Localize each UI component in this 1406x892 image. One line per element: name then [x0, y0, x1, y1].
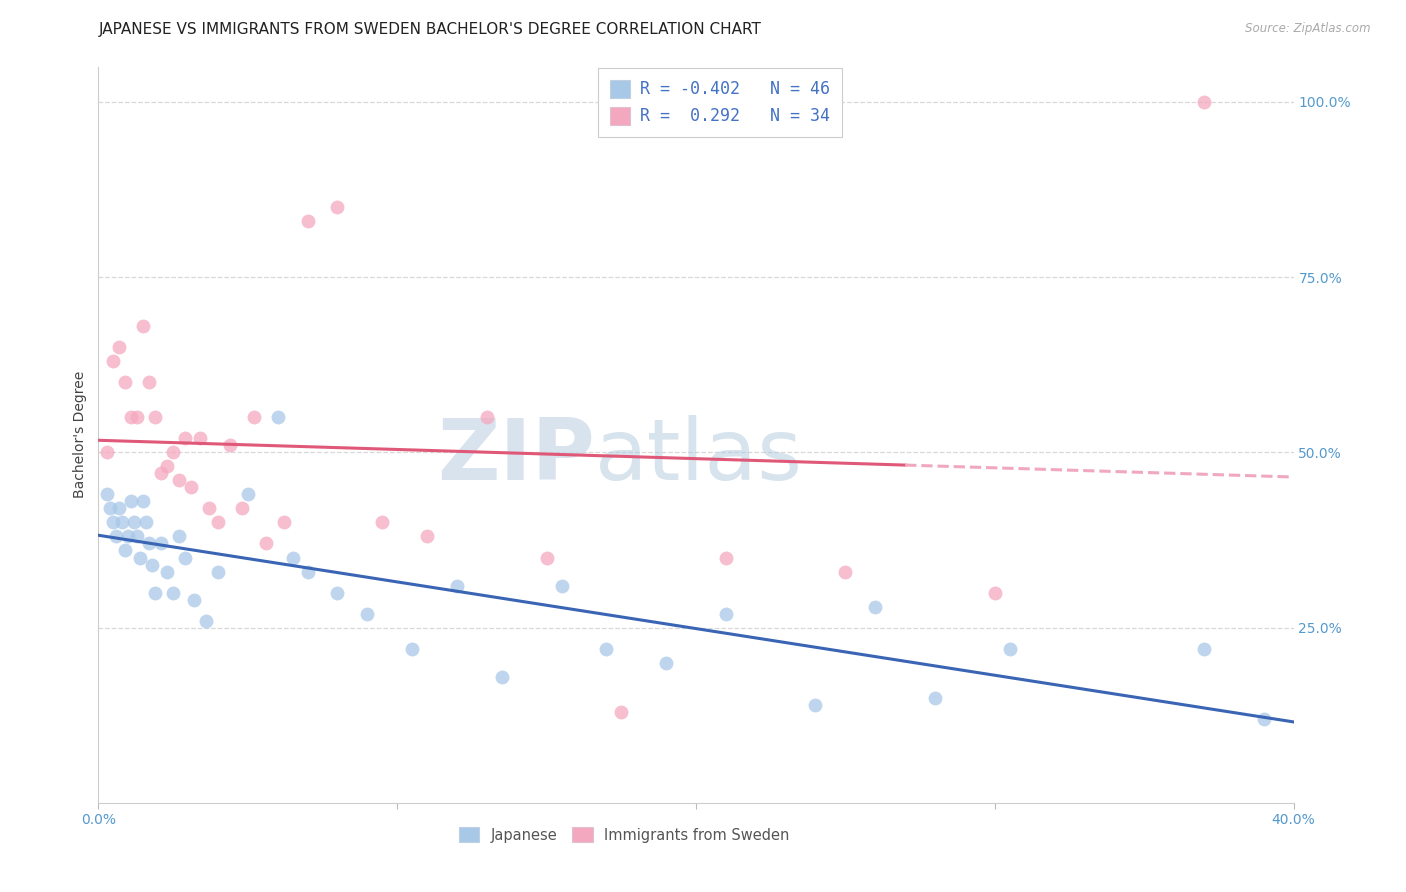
Point [120, 494, 142, 508]
Point [188, 431, 211, 445]
Point [446, 578, 468, 592]
Text: Source: ZipAtlas.com: Source: ZipAtlas.com [1246, 22, 1371, 36]
Point [150, 536, 173, 550]
Point [475, 410, 498, 425]
Point [132, 494, 155, 508]
Point [281, 550, 304, 565]
Point [108, 501, 131, 516]
Point [96, 487, 118, 501]
Text: JAPANESE VS IMMIGRANTS FROM SWEDEN BACHELOR'S DEGREE CORRELATION CHART: JAPANESE VS IMMIGRANTS FROM SWEDEN BACHE… [98, 22, 761, 37]
Point [610, 705, 633, 719]
Point [111, 516, 134, 530]
Point [150, 467, 173, 481]
Point [103, 516, 125, 530]
Y-axis label: Bachelor's Degree: Bachelor's Degree [73, 371, 87, 499]
Point [162, 585, 184, 599]
Point [114, 376, 136, 390]
Point [267, 410, 290, 425]
Point [129, 550, 152, 565]
Point [120, 410, 142, 425]
Point [174, 550, 197, 565]
Point [138, 376, 160, 390]
Point [236, 487, 259, 501]
Point [156, 459, 179, 474]
Point [231, 501, 253, 516]
Point [865, 599, 887, 614]
Point [135, 516, 157, 530]
Point [174, 431, 197, 445]
Point [714, 607, 737, 621]
Point [167, 529, 190, 543]
Point [243, 410, 266, 425]
Point [105, 529, 128, 543]
Point [219, 438, 242, 452]
Point [595, 641, 617, 656]
Point [195, 614, 218, 628]
Point [714, 550, 737, 565]
Point [98, 501, 122, 516]
Point [138, 536, 160, 550]
Point [143, 585, 166, 599]
Point [254, 536, 277, 550]
Point [297, 565, 319, 579]
Point [108, 340, 131, 354]
Point [834, 565, 856, 579]
Legend: Japanese, Immigrants from Sweden: Japanese, Immigrants from Sweden [453, 822, 796, 848]
Point [416, 529, 439, 543]
Point [183, 592, 205, 607]
Point [401, 641, 423, 656]
Point [371, 516, 394, 530]
Point [207, 516, 229, 530]
Point [1253, 712, 1275, 726]
Point [356, 607, 378, 621]
Point [156, 565, 179, 579]
Point [167, 474, 190, 488]
Point [141, 558, 163, 572]
Point [326, 200, 349, 214]
Point [984, 585, 1007, 599]
Point [127, 410, 149, 425]
Point [103, 354, 125, 368]
Point [143, 410, 166, 425]
Point [550, 578, 572, 592]
Point [536, 550, 558, 565]
Point [207, 565, 229, 579]
Point [198, 501, 221, 516]
Point [132, 319, 155, 334]
Point [924, 690, 946, 705]
Point [273, 516, 295, 530]
Text: ZIP: ZIP [437, 416, 595, 499]
Point [127, 529, 149, 543]
Point [1192, 95, 1215, 109]
Point [655, 656, 678, 670]
Text: atlas: atlas [595, 416, 803, 499]
Point [180, 480, 202, 494]
Point [96, 445, 118, 459]
Point [117, 529, 139, 543]
Point [162, 445, 184, 459]
Point [297, 214, 319, 228]
Point [1192, 641, 1215, 656]
Point [326, 585, 349, 599]
Point [998, 641, 1021, 656]
Point [114, 543, 136, 558]
Point [491, 670, 513, 684]
Point [804, 698, 827, 712]
Point [124, 516, 146, 530]
